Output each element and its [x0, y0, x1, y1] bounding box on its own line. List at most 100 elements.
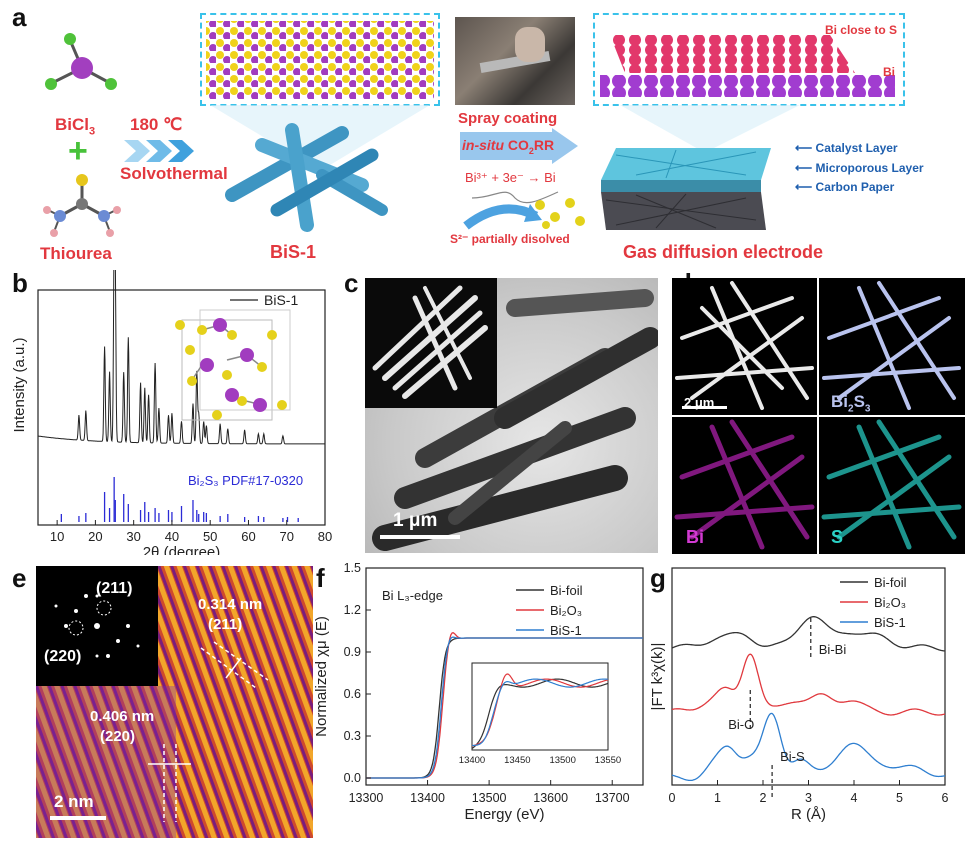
sem-image: 2 μm [672, 278, 817, 415]
hrtem-image: (211) (220) 0.314 nm (211) 0.406 nm (220… [36, 566, 313, 838]
legend-label: Bi-foil [874, 575, 907, 590]
crystal-structure-inset [175, 309, 291, 421]
x-tick-label: 80 [318, 529, 332, 544]
y-axis-label: Normalized χμ (E) [313, 616, 330, 737]
series-line [671, 712, 946, 782]
series-line-bis1 [37, 270, 325, 445]
s-map: S [819, 417, 965, 554]
series-line [366, 636, 643, 779]
thiourea-label: Thiourea [40, 244, 112, 263]
plot-frame [37, 289, 326, 526]
bi-map: Bi [672, 417, 817, 554]
panel-label-f: f [316, 563, 325, 593]
annotation-label: Bi-S [780, 749, 805, 764]
cv-curve-icon [471, 191, 559, 204]
x-tick-label: 6 [942, 791, 949, 805]
legend-label: Bi₂O₃ [874, 595, 906, 610]
hkl-211: (211) [208, 616, 243, 633]
x-tick-label: 5 [896, 791, 903, 805]
fft-inset: (211) (220) [36, 566, 158, 686]
plus-icon: + [68, 132, 88, 170]
scale-bar [50, 816, 106, 820]
measure-lines-211 [200, 641, 269, 689]
x-tick-label: 70 [279, 529, 293, 544]
inset-frame [471, 662, 609, 751]
scale-bar [380, 535, 460, 539]
bis1-label: BiS-1 [270, 242, 317, 262]
exafs-chart: 0 1 2 3 4 5 6 R (Å) |FT k³χ(k)| Bi-foil Bi₂O₃ BiS-1… [649, 567, 949, 823]
bicl3-label: BiCl3 [55, 115, 96, 138]
bi-atom-label: Bi [883, 65, 895, 79]
y-axis-label: Intensity (a.u.) [11, 337, 28, 432]
sulfur-particles [535, 198, 585, 229]
scale-bar-label: 2 μm [684, 395, 715, 410]
panel-label-a: a [12, 2, 27, 32]
arrow-left-icon: ⟵ [795, 161, 816, 175]
plot-frame [365, 567, 644, 786]
x-tick-label: 60 [241, 529, 255, 544]
zoom-cone [210, 105, 430, 165]
scale-bar [682, 406, 727, 409]
panel-label-c: c [344, 268, 359, 298]
solvothermal-label: Solvothermal [120, 164, 228, 183]
d-spacing-211: 0.314 nm [198, 596, 263, 613]
x-tick-label: 3 [805, 791, 812, 805]
series-line [671, 616, 946, 652]
inset-series-line [472, 678, 609, 747]
legend-label: Bi₂O₃ [550, 603, 582, 618]
hkl-220: (220) [100, 728, 136, 745]
scale-bar-label: 2 nm [54, 792, 94, 811]
bi-close-s-label: Bi close to S [824, 23, 897, 37]
temperature-label: 180 ℃ [130, 115, 183, 134]
x-tick-label: 13500 [472, 791, 507, 805]
tem-inset [365, 278, 497, 408]
x-tick-label: 10 [50, 529, 64, 544]
fft-220-label: (220) [44, 648, 82, 665]
arrow-left-icon: ⟵ [795, 180, 816, 194]
legend-label: BiS-1 [550, 623, 582, 638]
legend-label: BiS-1 [874, 615, 906, 630]
thiourea-molecule [43, 174, 121, 237]
chart-title: Bi L₃-edge [382, 588, 443, 603]
x-tick-label: 13300 [349, 791, 384, 805]
annotation-label: Bi-O [728, 717, 754, 732]
inset-x-tick-label: 13500 [549, 755, 575, 766]
x-tick-label: 13700 [595, 791, 630, 805]
xanes-chart: 13300 13400 13500 13600 13700 0.0 0.3 0.6 0.9 1.2… [313, 561, 644, 823]
tem-image: 1 μm [365, 278, 658, 553]
insitu-label: in-situ CO2RR [462, 137, 555, 156]
inset-x-tick-label: 13400 [459, 755, 485, 766]
eds-map-grid: 2 μm Bi2S3 Bi S [672, 278, 965, 554]
x-tick-label: 13400 [410, 791, 445, 805]
process-arrow [460, 128, 578, 164]
legend-label: Bi-foil [550, 583, 583, 598]
bi2s3-label: Bi2S3 [831, 392, 871, 415]
x-tick-label: 50 [203, 529, 217, 544]
inset-x-tick-label: 13450 [504, 755, 530, 766]
x-tick-label: 20 [88, 529, 102, 544]
measure-lines-220 [148, 744, 191, 822]
reaction-label: Bi³⁺ + 3e⁻ → Bi [465, 170, 556, 185]
s-map-label: S [831, 527, 844, 547]
y-tick-label: 0.0 [344, 771, 361, 785]
dissolve-arrow [463, 204, 542, 230]
y-tick-label: 0.6 [344, 687, 361, 701]
x-tick-label: 40 [165, 529, 179, 544]
arrow-left-icon: ⟵ [795, 141, 816, 155]
bis1-nanorods [225, 123, 388, 232]
microporous-layer-label: ⟵ Microporous Layer [795, 161, 924, 175]
chevron-arrows-icon [124, 140, 194, 162]
x-axis-label: Energy (eV) [464, 806, 544, 823]
panel-label-b: b [12, 268, 28, 298]
surface-model-image: Bi close to S Bi [593, 13, 905, 106]
x-tick-label: 2 [760, 791, 767, 805]
gde-layers [601, 148, 771, 230]
fft-211-label: (211) [96, 580, 133, 597]
y-axis-label: |FT k³χ(k)| [649, 643, 666, 711]
panel-label-e: e [12, 563, 27, 593]
bi-map-label: Bi [686, 527, 704, 547]
gde-label: Gas diffusion electrode [623, 242, 824, 262]
x-tick-label: 1 [714, 791, 721, 805]
catalyst-layer-label: ⟵ Catalyst Layer [795, 141, 898, 155]
s-dissolved-label: S²⁻ partially disolved [450, 232, 570, 246]
